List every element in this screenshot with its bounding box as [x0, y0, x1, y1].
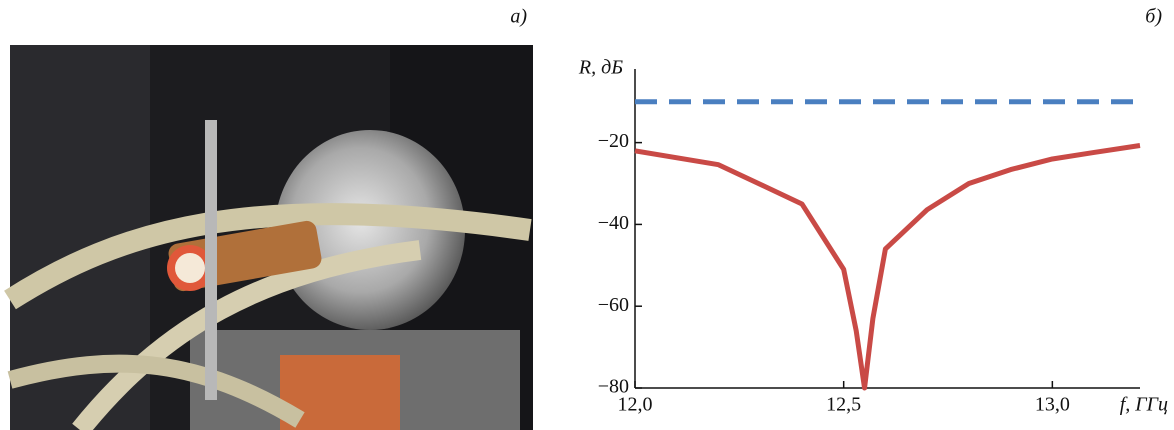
line	[634, 143, 1141, 391]
y-tick-label: −40	[598, 212, 629, 234]
x-tick-label: 12,0	[618, 394, 653, 416]
x-tick-label: 12,5	[826, 394, 861, 416]
y-axis-label: R, дБ	[578, 57, 623, 79]
x-tick-label: 13,0	[1035, 394, 1070, 416]
photo	[4, 45, 533, 430]
x-axis-label: f, ГГц	[1120, 394, 1168, 416]
y-tick-label: −80	[598, 376, 629, 398]
panel-label: a)	[510, 6, 527, 28]
y-tick-label: −20	[598, 130, 629, 152]
y-tick-label: −60	[598, 294, 629, 316]
panel-label: б)	[1145, 6, 1162, 28]
